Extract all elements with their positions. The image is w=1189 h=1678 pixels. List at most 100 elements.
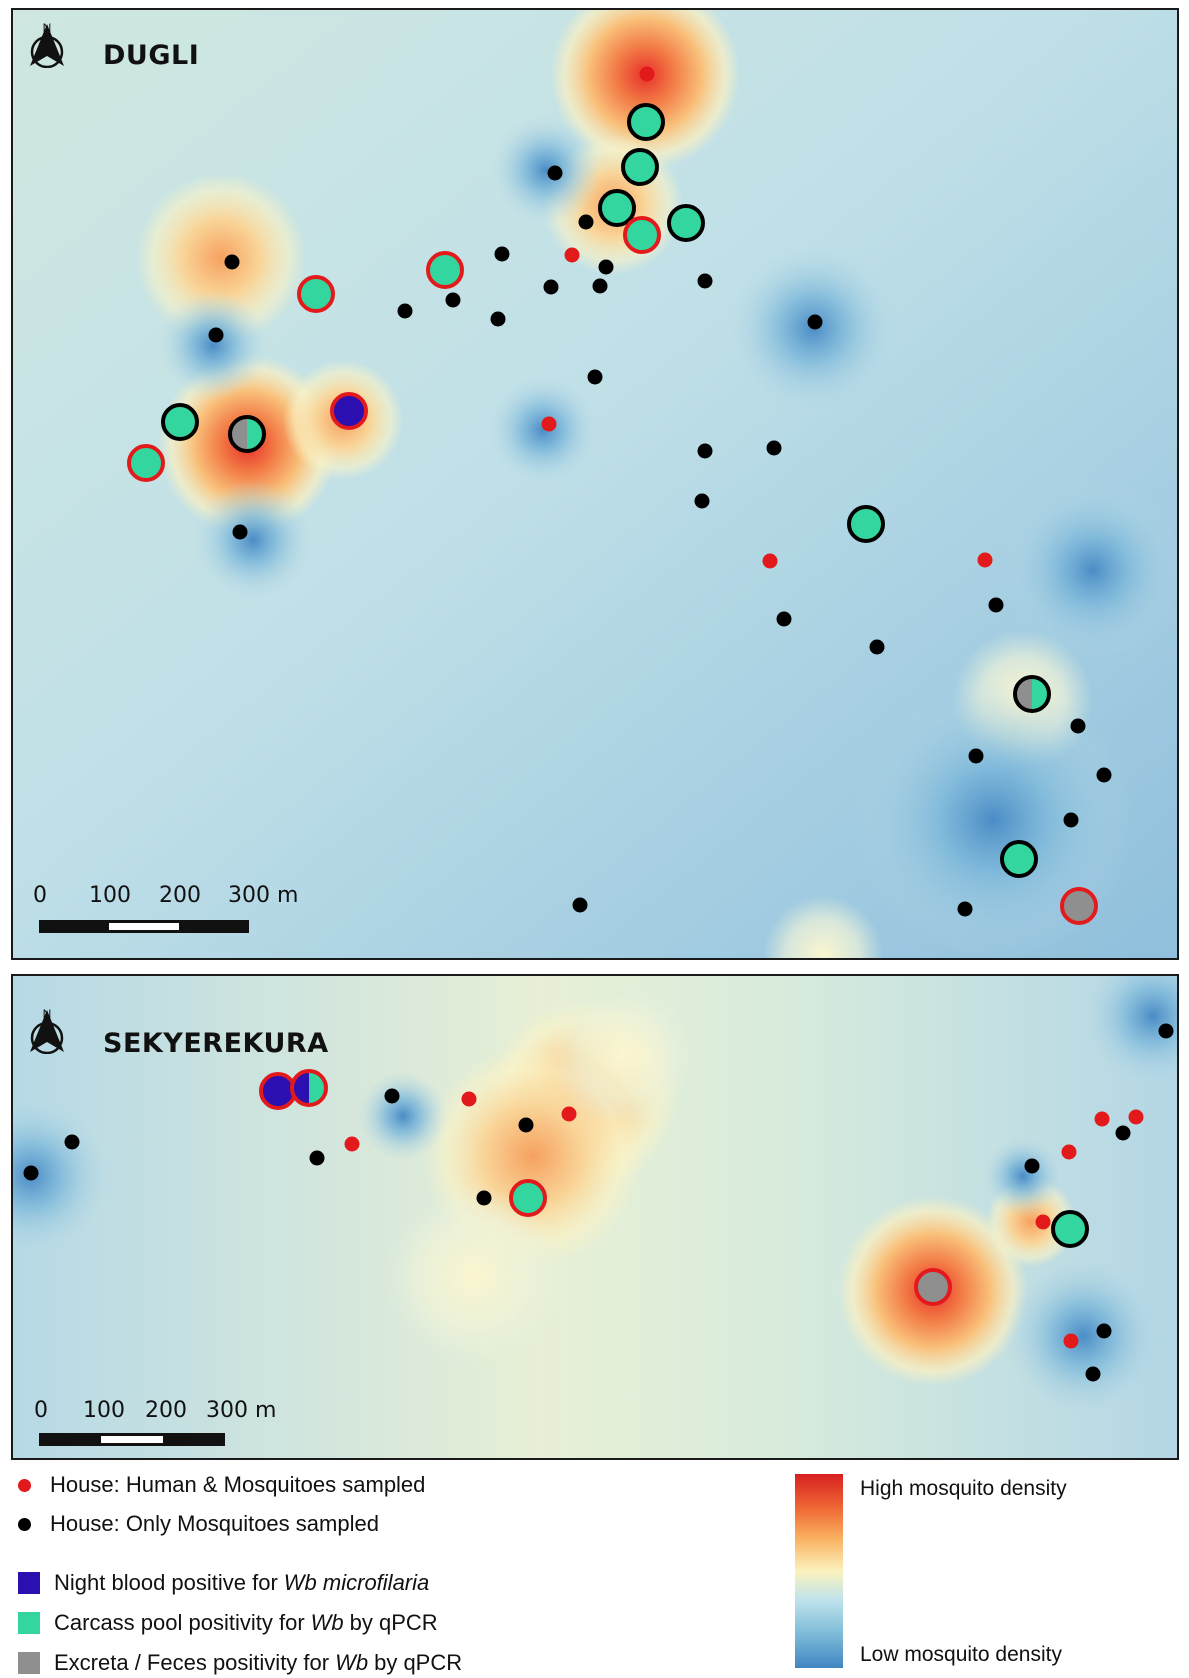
green-square-icon — [18, 1612, 40, 1634]
density-hotspot — [763, 895, 883, 958]
house-mosquito-only-point — [490, 311, 506, 327]
house-mosquito-only-point — [968, 748, 984, 764]
house-mosquito-only-point — [1158, 1023, 1174, 1039]
house-mosquito-only-point — [494, 246, 510, 262]
density-hotspot — [853, 680, 1133, 958]
positive-house-marker — [290, 1069, 328, 1107]
legend-label: House: Only Mosquitoes sampled — [50, 1511, 379, 1536]
house-mosquito-only-point — [1096, 767, 1112, 783]
marker-ring — [290, 1069, 328, 1107]
marker-ring — [1060, 887, 1098, 925]
house-human-mosquito-point — [762, 553, 778, 569]
positive-house-marker — [127, 444, 165, 482]
positive-house-marker — [621, 148, 659, 186]
house-mosquito-only-point — [592, 278, 608, 294]
house-mosquito-only-point — [309, 1150, 325, 1166]
marker-fill — [625, 218, 659, 252]
marker-fill — [299, 277, 333, 311]
legend-excreta: Excreta / Feces positivity for Wb by qPC… — [18, 1650, 462, 1676]
house-mosquito-only-point — [776, 611, 792, 627]
house-mosquito-only-point — [572, 897, 588, 913]
marker-fill — [1062, 889, 1096, 923]
marker-ring — [621, 148, 659, 186]
marker-ring — [1000, 840, 1038, 878]
house-human-mosquito-point — [1094, 1111, 1110, 1127]
house-mosquito-only-point — [766, 440, 782, 456]
house-human-mosquito-point — [639, 66, 655, 82]
scale-tick-300: 300 m — [228, 883, 299, 908]
house-mosquito-only-point — [694, 493, 710, 509]
house-mosquito-only-point — [807, 314, 823, 330]
positive-house-marker — [598, 189, 636, 227]
marker-fill — [1002, 842, 1036, 876]
black-dot-icon — [18, 1517, 31, 1531]
dugli-map — [13, 10, 1177, 958]
north-arrow-icon — [30, 1010, 64, 1054]
density-hotspot — [983, 1136, 1063, 1216]
house-mosquito-only-point — [543, 279, 559, 295]
house-human-mosquito-point — [541, 416, 557, 432]
marker-ring — [1013, 675, 1051, 713]
marker-fill — [600, 191, 634, 225]
village-title: DUGLI — [103, 40, 200, 71]
house-mosquito-only-point — [598, 259, 614, 275]
positive-house-marker — [259, 1072, 297, 1110]
red-dot-icon — [18, 1478, 31, 1492]
house-mosquito-only-point — [1115, 1125, 1131, 1141]
legend-italic: Wb microfilaria — [283, 1570, 430, 1595]
house-mosquito-only-point — [587, 369, 603, 385]
house-human-mosquito-point — [344, 1136, 360, 1152]
house-mosquito-only-point — [697, 273, 713, 289]
positive-house-marker — [667, 204, 705, 242]
house-human-mosquito-point — [1063, 1333, 1079, 1349]
house-mosquito-only-point — [208, 327, 224, 343]
scale-tick-100: 100 — [89, 883, 131, 908]
marker-fill — [129, 446, 163, 480]
house-mosquito-only-point — [1070, 718, 1086, 734]
house-human-mosquito-point — [977, 552, 993, 568]
house-mosquito-only-point — [1085, 1366, 1101, 1382]
marker-ring — [330, 392, 368, 430]
house-mosquito-only-point — [232, 524, 248, 540]
marker-fill — [629, 105, 663, 139]
marker-fill — [428, 253, 462, 287]
positive-house-marker — [914, 1268, 952, 1306]
marker-fill — [623, 150, 657, 184]
house-mosquito-only-point — [988, 597, 1004, 613]
house-mosquito-only-point — [445, 292, 461, 308]
marker-ring — [127, 444, 165, 482]
legend-label: House: Human & Mosquitoes sampled — [50, 1472, 426, 1497]
house-mosquito-only-point — [1096, 1323, 1112, 1339]
scale-bar-white-segment — [101, 1436, 163, 1443]
scale-tick-200: 200 — [145, 1398, 187, 1423]
marker-ring — [509, 1179, 547, 1217]
density-hotspot — [193, 480, 313, 600]
house-mosquito-only-point — [397, 303, 413, 319]
map-panel-dugli: N DUGLI 0 100 200 300 m — [11, 8, 1179, 960]
density-color-ramp — [795, 1474, 843, 1668]
marker-ring — [1051, 1210, 1089, 1248]
density-hotspot — [358, 1071, 448, 1161]
marker-fill — [511, 1181, 545, 1215]
positive-house-marker — [330, 392, 368, 430]
positive-house-marker — [623, 216, 661, 254]
scale-tick-300: 300 m — [206, 1398, 277, 1423]
positive-house-marker — [161, 403, 199, 441]
positive-house-marker — [426, 251, 464, 289]
positive-house-marker — [1051, 1210, 1089, 1248]
positive-house-marker — [228, 415, 266, 453]
marker-ring — [426, 251, 464, 289]
house-human-mosquito-point — [561, 1106, 577, 1122]
village-title: SEKYEREKURA — [103, 1028, 329, 1059]
density-hotspot — [383, 1186, 563, 1366]
scale-tick-100: 100 — [83, 1398, 125, 1423]
positive-house-marker — [627, 103, 665, 141]
marker-fill — [849, 507, 883, 541]
scale-bar — [39, 920, 249, 933]
legend-carcass: Carcass pool positivity for Wb by qPCR — [18, 1610, 438, 1636]
blue-square-icon — [18, 1572, 40, 1594]
marker-ring — [228, 415, 266, 453]
legend-italic: Wb — [310, 1610, 344, 1635]
house-human-mosquito-point — [1128, 1109, 1144, 1125]
house-mosquito-only-point — [64, 1134, 80, 1150]
